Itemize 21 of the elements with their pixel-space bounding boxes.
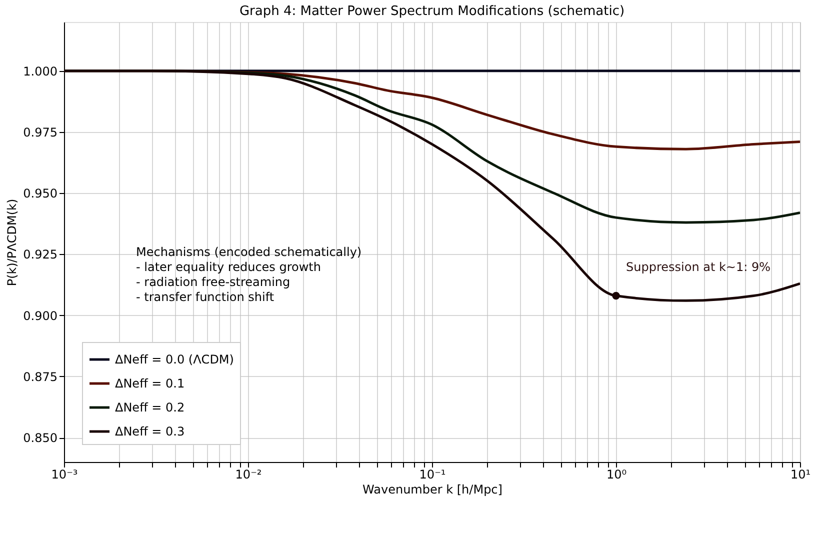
x-tick-label: 10¹: [790, 468, 811, 482]
y-tick-label: 1.000: [23, 64, 58, 78]
y-tick-label: 0.900: [23, 308, 58, 323]
y-tick-label: 0.850: [23, 431, 58, 446]
y-tick-label: 0.875: [23, 370, 58, 384]
x-tick-label: 10⁻³: [51, 468, 78, 482]
annotation: Suppression at k~1: 9%: [626, 260, 771, 274]
legend-label: ΔNeff = 0.2: [115, 400, 185, 414]
x-axis-title: Wavenumber k [h/Mpc]: [362, 482, 502, 496]
x-tick-label: 10⁻¹: [419, 468, 446, 482]
x-tick-label: 10⁰: [606, 468, 627, 482]
legend-label: ΔNeff = 0.3: [115, 424, 185, 438]
y-tick-label: 0.950: [23, 186, 58, 201]
legend-label: ΔNeff = 0.1: [115, 376, 185, 390]
y-tick-label: 0.975: [23, 126, 58, 140]
chart-title: Graph 4: Matter Power Spectrum Modifications (schematic): [239, 4, 625, 19]
x-tick-label: 10⁻²: [235, 468, 262, 482]
y-tick-label: 0.925: [23, 248, 58, 262]
annotation: Mechanisms (encoded schematically) - later equality reduces growth - radiation free-streaming - transfer function shift: [136, 245, 362, 304]
legend-label: ΔNeff = 0.0 (ΛCDM): [115, 352, 234, 366]
y-axis-title: P(k)/PΛCDM(k): [5, 198, 20, 286]
